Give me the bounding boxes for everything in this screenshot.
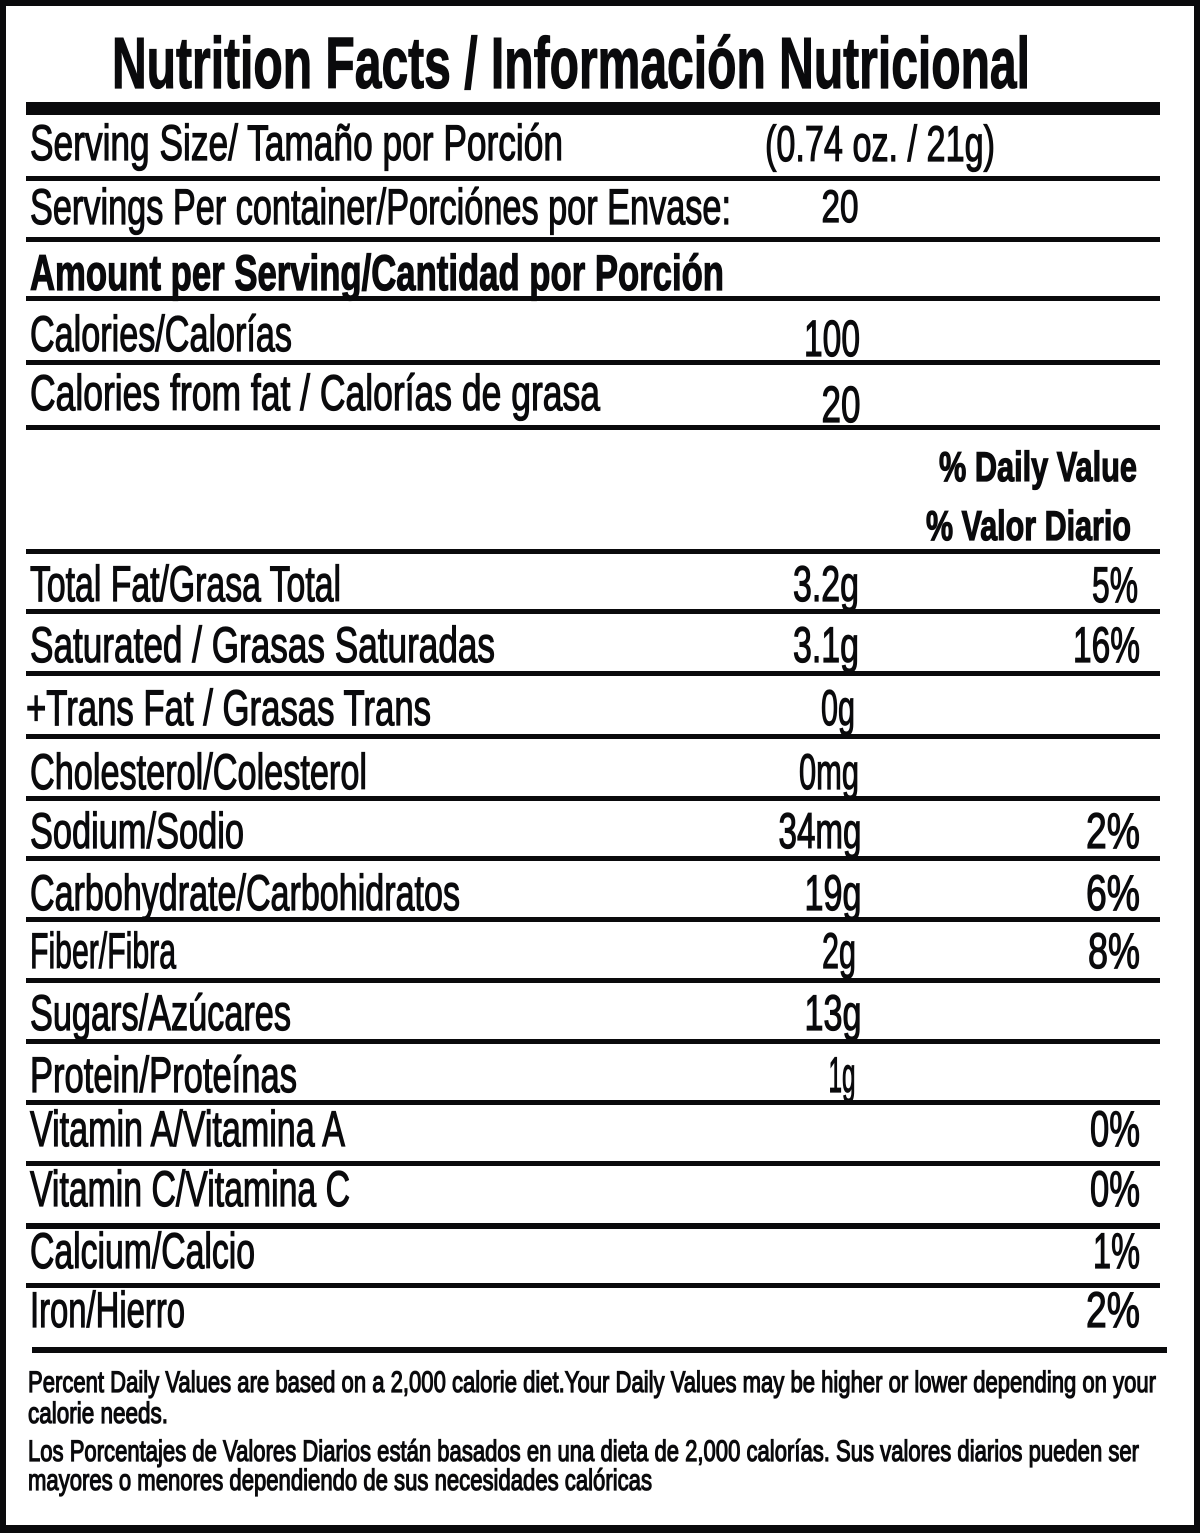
svg-text:Amount per Serving/Cantidad po: Amount per Serving/Cantidad por Porción: [30, 245, 724, 301]
svg-text:1%: 1%: [1093, 1223, 1140, 1279]
svg-text:Cholesterol/Colesterol: Cholesterol/Colesterol: [30, 744, 367, 800]
svg-text:8%: 8%: [1088, 923, 1140, 979]
svg-text:Carbohydrate/Carbohidratos: Carbohydrate/Carbohidratos: [30, 865, 460, 921]
svg-text:+Trans Fat / Grasas Trans: +Trans Fat / Grasas Trans: [26, 680, 431, 736]
svg-text:19g: 19g: [805, 865, 862, 921]
svg-text:0%: 0%: [1090, 1161, 1140, 1217]
svg-text:Calcium/Calcio: Calcium/Calcio: [30, 1223, 255, 1279]
svg-text:2%: 2%: [1086, 1282, 1140, 1338]
svg-text:mayores o menores dependiendo: mayores o menores dependiendo de sus nec…: [28, 1464, 652, 1497]
svg-text:13g: 13g: [805, 985, 862, 1041]
svg-text:6%: 6%: [1086, 865, 1140, 921]
svg-text:Calories/Calorías: Calories/Calorías: [30, 306, 292, 362]
svg-text:20: 20: [822, 376, 861, 433]
svg-text:Vitamin A/Vitamina A: Vitamin A/Vitamina A: [30, 1101, 345, 1157]
svg-text:(0.74 oz. / 21g): (0.74 oz. / 21g): [765, 116, 995, 172]
svg-text:0mg: 0mg: [799, 744, 859, 800]
svg-text:Vitamin C/Vitamina C: Vitamin C/Vitamina C: [30, 1161, 350, 1217]
svg-text:% Valor Diario: % Valor Diario: [926, 502, 1131, 549]
svg-text:0%: 0%: [1090, 1101, 1140, 1157]
svg-text:2g: 2g: [822, 923, 856, 979]
svg-text:20: 20: [822, 181, 859, 232]
svg-text:Calories from fat / Calorías d: Calories from fat / Calorías de grasa: [30, 365, 600, 421]
svg-text:% Daily Value: % Daily Value: [939, 443, 1137, 490]
svg-text:2%: 2%: [1086, 803, 1140, 859]
svg-text:3.1g: 3.1g: [793, 617, 859, 673]
svg-text:1g: 1g: [829, 1047, 856, 1103]
svg-text:Iron/Hierro: Iron/Hierro: [30, 1282, 185, 1338]
svg-text:Protein/Proteínas: Protein/Proteínas: [30, 1047, 297, 1103]
svg-text:5%: 5%: [1092, 557, 1138, 613]
svg-text:Sodium/Sodio: Sodium/Sodio: [30, 803, 244, 859]
svg-text:Sugars/Azúcares: Sugars/Azúcares: [30, 985, 291, 1041]
svg-text:16%: 16%: [1073, 617, 1140, 673]
svg-text:calorie needs.: calorie needs.: [28, 1397, 168, 1430]
svg-text:Servings Per container/Porción: Servings Per container/Porciónes por Env…: [30, 179, 731, 235]
svg-text:100: 100: [804, 310, 860, 367]
svg-text:Saturated / Grasas Saturadas: Saturated / Grasas Saturadas: [30, 617, 495, 673]
svg-text:Nutrition Facts / Información: Nutrition Facts / Información Nutriciona…: [112, 23, 1030, 104]
svg-text:Fiber/Fibra: Fiber/Fibra: [30, 923, 176, 979]
svg-text:Serving Size/ Tamaño por Porci: Serving Size/ Tamaño por Porción: [30, 115, 563, 171]
svg-text:0g: 0g: [821, 680, 855, 736]
svg-text:Total Fat/Grasa Total: Total Fat/Grasa Total: [30, 556, 341, 612]
svg-text:3.2g: 3.2g: [793, 556, 859, 612]
svg-text:Percent Daily Values are based: Percent Daily Values are based on a 2,00…: [28, 1366, 1156, 1399]
svg-text:Los Porcentajes de Valores Dia: Los Porcentajes de Valores Diarios están…: [28, 1435, 1139, 1468]
svg-text:34mg: 34mg: [779, 803, 862, 859]
